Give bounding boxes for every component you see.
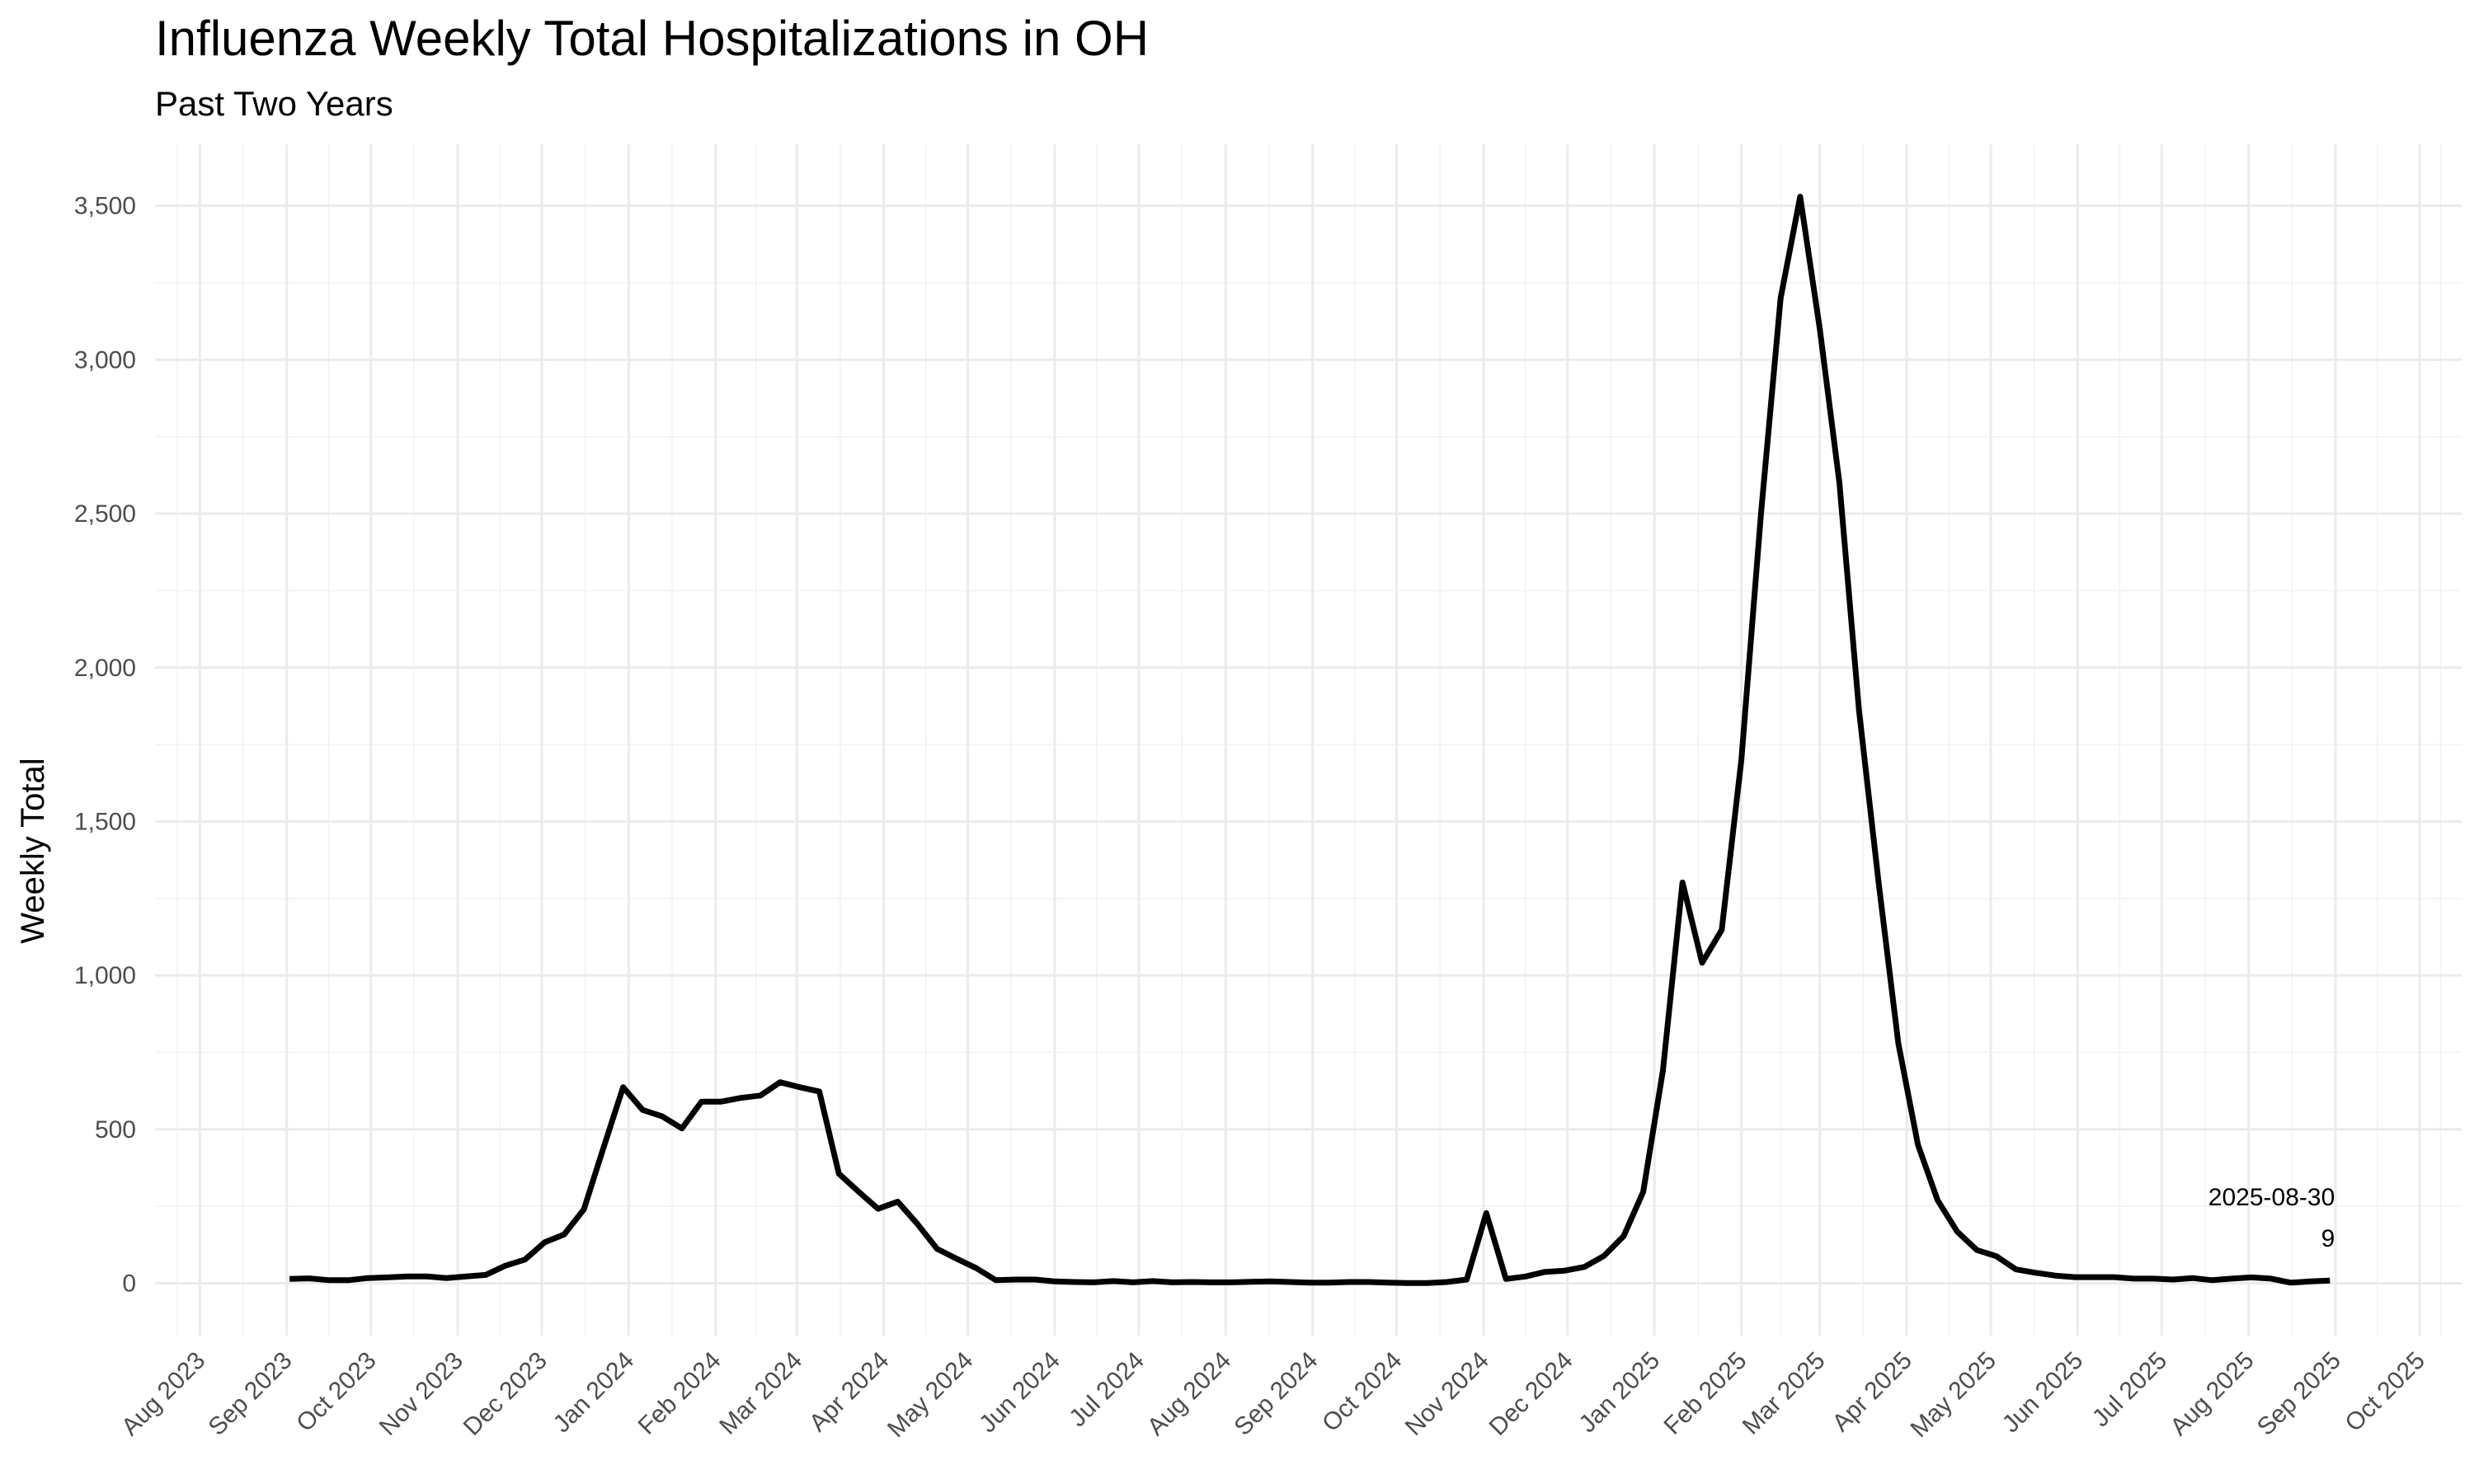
y-tick-label: 2,000 [74, 655, 136, 682]
series-line [289, 194, 2331, 1286]
y-tick-label: 0 [122, 1270, 136, 1298]
x-tick-label: Feb 2025 [1659, 1347, 1752, 1440]
minor-gridlines [155, 144, 2462, 1336]
x-tick-label: Aug 2024 [1142, 1347, 1236, 1441]
y-tick-label: 2,500 [74, 500, 136, 528]
x-tick-label: Aug 2025 [2165, 1347, 2259, 1441]
x-tick-label: Aug 2023 [116, 1347, 210, 1441]
y-tick-label: 500 [95, 1116, 136, 1144]
y-tick-label: 1,000 [74, 962, 136, 989]
x-tick-label: May 2025 [1905, 1347, 2001, 1443]
x-tick-label: Dec 2024 [1484, 1347, 1578, 1441]
x-tick-label: Jan 2024 [548, 1347, 640, 1439]
x-tick-label: Oct 2023 [291, 1347, 381, 1437]
y-tick-label: 3,500 [74, 193, 136, 220]
chart-title: Influenza Weekly Total Hospitalizations … [155, 11, 1150, 66]
x-tick-label: Dec 2023 [459, 1347, 553, 1441]
annotation-layer: 2025-08-30 9 [2208, 1184, 2335, 1252]
chart-subtitle: Past Two Years [155, 84, 393, 123]
x-tick-label: Apr 2024 [804, 1347, 894, 1437]
series-layer [289, 194, 2331, 1286]
annotation-date-label: 2025-08-30 [2208, 1184, 2335, 1211]
x-tick-label: Nov 2024 [1400, 1347, 1494, 1441]
x-tick-label: Nov 2023 [374, 1347, 468, 1441]
x-tick-label: Oct 2024 [1317, 1347, 1407, 1437]
x-tick-label: Feb 2024 [633, 1347, 727, 1440]
annotation-value-label: 9 [2321, 1225, 2335, 1252]
x-tick-label: Mar 2024 [714, 1347, 807, 1440]
x-tick-label: Sep 2025 [2252, 1347, 2346, 1441]
x-tick-label: Jul 2025 [2087, 1347, 2173, 1433]
y-axis-tick-labels: 0 500 1,000 1,500 2,000 2,500 3,000 3,500 [74, 193, 136, 1298]
y-tick-label: 1,500 [74, 808, 136, 835]
x-tick-label: Jun 2024 [974, 1347, 1065, 1439]
x-tick-label: Sep 2024 [1229, 1347, 1323, 1441]
x-tick-label: Mar 2025 [1738, 1347, 1831, 1440]
x-tick-label: Sep 2023 [204, 1347, 298, 1441]
y-axis-title: Weekly Total [15, 758, 51, 943]
x-tick-label: Jul 2024 [1064, 1347, 1150, 1433]
x-tick-label: Apr 2025 [1827, 1347, 1917, 1437]
x-tick-label: May 2024 [882, 1347, 978, 1443]
y-tick-label: 3,000 [74, 346, 136, 373]
x-tick-label: Jan 2025 [1574, 1347, 1666, 1439]
major-gridlines [155, 144, 2462, 1336]
x-tick-label: Oct 2025 [2340, 1347, 2430, 1437]
x-tick-label: Jun 2025 [1997, 1347, 2089, 1439]
